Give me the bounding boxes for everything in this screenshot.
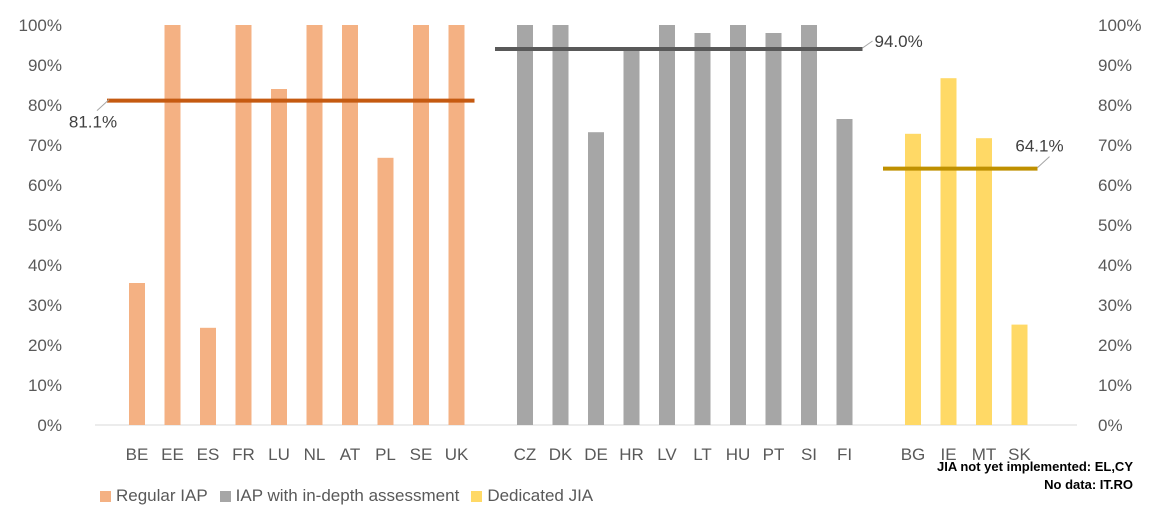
category-label-es: ES (197, 445, 220, 464)
bar-nl (306, 25, 323, 425)
average-lines: 81.1% 94.0% 64.1% (69, 32, 1064, 171)
category-label-bg: BG (901, 445, 926, 464)
category-label-pt: PT (763, 445, 785, 464)
average-leader-0 (96, 99, 110, 111)
y-axis-left: 0% 10% 20% 30% 40% 50% 60% 70% 80% 90% 100% (19, 16, 62, 435)
bar-fr (235, 25, 252, 425)
average-label-1: 94.0% (875, 32, 923, 51)
note-no-data: No data: IT.RO (1044, 477, 1133, 492)
legend: Regular IAP IAP with in-depth assessment… (100, 486, 599, 506)
legend-item-dedicated-jia: Dedicated JIA (471, 486, 593, 506)
y-tick-label-left: 10% (28, 376, 62, 395)
bar-at (342, 25, 358, 425)
category-label-pl: PL (375, 445, 396, 464)
category-label-ie: IE (940, 445, 956, 464)
bar-uk (448, 25, 465, 425)
bars (129, 25, 1028, 426)
y-tick-label-left: 0% (37, 416, 62, 435)
y-tick-label-right: 50% (1098, 216, 1132, 235)
y-tick-label-right: 10% (1098, 376, 1132, 395)
bar-lt (694, 33, 711, 425)
y-tick-label-left: 20% (28, 336, 62, 355)
legend-item-iap-in-depth: IAP with in-depth assessment (219, 486, 460, 506)
bar-es (200, 327, 216, 425)
y-tick-label-right: 100% (1098, 16, 1141, 35)
y-tick-label-right: 80% (1098, 96, 1132, 115)
category-label-hu: HU (726, 445, 751, 464)
y-tick-label-right: 90% (1098, 56, 1132, 75)
legend-swatch-regular-iap (100, 490, 111, 502)
average-label-2: 64.1% (1015, 137, 1063, 156)
category-label-dk: DK (549, 445, 573, 464)
legend-label-iap-in-depth: IAP with in-depth assessment (235, 486, 460, 505)
bar-be (129, 283, 145, 425)
y-tick-label-left: 40% (28, 256, 62, 275)
legend-item-regular-iap: Regular IAP (100, 486, 208, 506)
bar-sk (1011, 324, 1028, 425)
y-tick-label-right: 70% (1098, 136, 1132, 155)
category-label-at: AT (340, 445, 360, 464)
legend-label-dedicated-jia: Dedicated JIA (487, 486, 594, 505)
y-tick-label-left: 70% (28, 136, 62, 155)
bar-lu (271, 89, 287, 425)
bar-ee (164, 25, 181, 425)
category-label-mt: MT (972, 445, 997, 464)
bar-fi (836, 119, 853, 425)
average-leader-2 (1037, 156, 1050, 168)
category-label-ee: EE (161, 445, 184, 464)
category-label-se: SE (410, 445, 433, 464)
bar-cz (517, 25, 533, 425)
bar-bg (905, 133, 921, 426)
bar-ie (940, 78, 957, 425)
category-label-de: DE (584, 445, 608, 464)
y-tick-label-right: 60% (1098, 176, 1132, 195)
y-tick-label-right: 30% (1098, 296, 1132, 315)
y-tick-label-left: 50% (28, 216, 62, 235)
legend-swatch-dedicated-jia (471, 490, 483, 502)
bar-hu (730, 25, 746, 425)
category-label-uk: UK (445, 445, 469, 464)
average-label-0: 81.1% (69, 113, 117, 132)
category-label-si: SI (801, 445, 817, 464)
legend-swatch-iap-in-depth (219, 490, 231, 502)
bar-hr (623, 50, 640, 425)
category-label-cz: CZ (514, 445, 537, 464)
y-tick-label-left: 30% (28, 296, 62, 315)
category-label-fi: FI (837, 445, 852, 464)
y-tick-label-left: 90% (28, 56, 62, 75)
bar-mt (976, 138, 992, 425)
category-label-lu: LU (268, 445, 290, 464)
note-not-implemented: JIA not yet implemented: EL,CY (937, 459, 1133, 474)
bar-de (588, 132, 604, 425)
y-tick-label-right: 40% (1098, 256, 1132, 275)
bar-si (801, 25, 817, 425)
category-label-hr: HR (619, 445, 644, 464)
bar-pl (377, 157, 394, 426)
y-tick-label-right: 0% (1098, 416, 1123, 435)
category-label-be: BE (126, 445, 149, 464)
category-label-fr: FR (232, 445, 255, 464)
chart-notes: JIA not yet implemented: EL,CY No data: … (937, 458, 1133, 494)
category-label-lv: LV (657, 445, 677, 464)
category-label-lt: LT (693, 445, 712, 464)
legend-label-regular-iap: Regular IAP (116, 486, 208, 505)
y-axis-right: 0% 10% 20% 30% 40% 50% 60% 70% 80% 90% 100% (1098, 16, 1141, 435)
bar-dk (552, 25, 569, 425)
average-leader-1 (862, 40, 873, 49)
category-label-nl: NL (304, 445, 326, 464)
bar-se (413, 25, 429, 425)
bar-pt (765, 33, 782, 425)
y-tick-label-left: 80% (28, 96, 62, 115)
y-tick-label-left: 60% (28, 176, 62, 195)
category-labels: BE EE ES FR LU NL AT PL SE UK CZ DK DE HR LV LT HU PT SI FI… (126, 445, 1032, 464)
y-tick-label-left: 100% (19, 16, 62, 35)
category-label-sk: SK (1008, 445, 1031, 464)
bar-lv (659, 25, 675, 425)
y-tick-label-right: 20% (1098, 336, 1132, 355)
